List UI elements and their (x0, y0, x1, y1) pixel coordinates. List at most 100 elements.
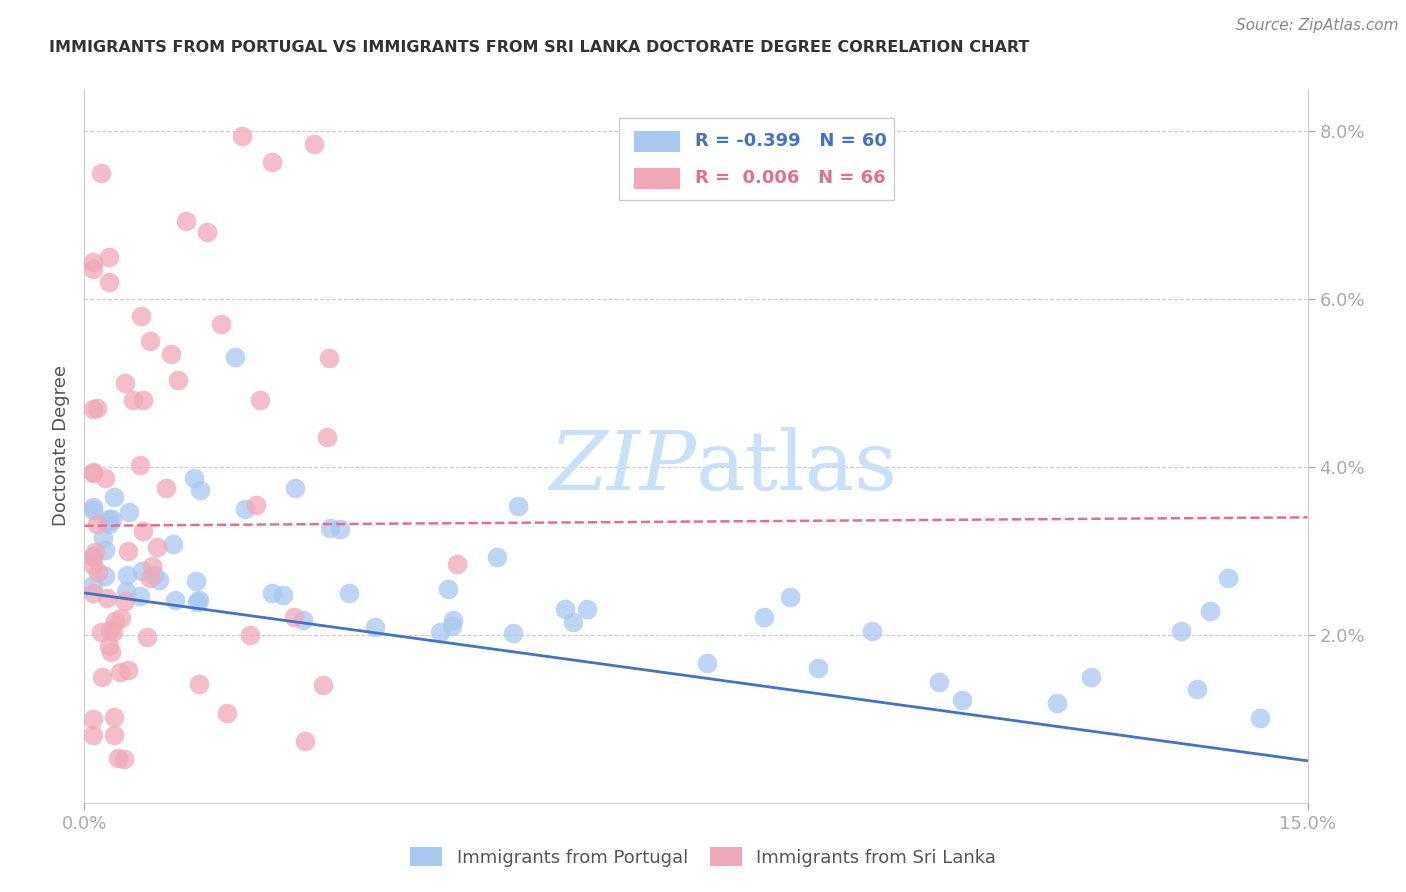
Point (115, 567, 138, 582)
Point (118, 505, 141, 519)
Point (339, 586, 361, 600)
Point (107, 750, 129, 764)
Point (142, 568, 165, 582)
Point (110, 611, 132, 625)
Point (807, 661, 830, 675)
Point (139, 571, 162, 585)
Point (162, 537, 184, 551)
Point (103, 728, 125, 742)
Point (754, 610, 776, 624)
Point (82, 549, 104, 564)
Point (129, 458, 152, 473)
Point (928, 674, 950, 689)
Point (103, 710, 125, 724)
Point (167, 373, 190, 387)
Text: ZIP: ZIP (550, 427, 696, 508)
Point (183, 471, 205, 485)
Point (576, 602, 599, 616)
Point (302, 137, 325, 152)
Point (155, 481, 177, 495)
Point (165, 592, 187, 607)
Point (1216, 571, 1239, 585)
Point (429, 625, 451, 640)
Text: R = -0.399   N = 60: R = -0.399 N = 60 (695, 132, 887, 150)
Point (82, 503, 104, 517)
Point (224, 350, 246, 364)
Point (209, 317, 232, 331)
Point (188, 677, 211, 691)
Point (82, 500, 104, 514)
Point (364, 620, 387, 634)
Point (100, 645, 122, 659)
Point (446, 558, 468, 572)
Point (1198, 604, 1220, 618)
Point (90, 670, 112, 684)
Point (138, 334, 160, 348)
Point (82, 712, 104, 726)
Point (94, 542, 117, 557)
Point (97, 516, 120, 531)
FancyBboxPatch shape (619, 118, 894, 200)
Point (112, 752, 135, 766)
Point (141, 559, 163, 574)
Point (83, 545, 105, 559)
Point (94, 569, 117, 583)
Y-axis label: Doctorate Degree: Doctorate Degree (52, 366, 70, 526)
Point (114, 376, 136, 390)
Point (145, 540, 167, 554)
Point (188, 483, 211, 498)
FancyBboxPatch shape (634, 168, 681, 189)
Point (122, 392, 145, 407)
Point (97, 250, 120, 264)
Point (98, 624, 121, 638)
Point (108, 665, 131, 680)
Point (273, 588, 295, 602)
Point (437, 582, 460, 597)
Point (82, 466, 104, 480)
Point (262, 586, 284, 600)
Point (950, 693, 973, 707)
Point (485, 550, 508, 565)
Point (82, 402, 104, 417)
Point (215, 706, 238, 720)
Point (135, 630, 157, 644)
Point (502, 625, 524, 640)
Point (1170, 624, 1192, 639)
Text: atlas: atlas (696, 427, 898, 508)
Point (441, 613, 464, 627)
Point (132, 524, 155, 538)
Point (100, 512, 122, 526)
Point (131, 392, 153, 407)
Point (98, 512, 121, 526)
Point (117, 663, 139, 677)
Point (249, 392, 271, 407)
Point (86, 401, 108, 416)
Point (860, 624, 883, 639)
Point (174, 214, 197, 228)
Point (129, 589, 152, 603)
Point (97, 275, 120, 289)
Point (101, 625, 124, 640)
Point (696, 656, 718, 670)
Point (231, 129, 253, 144)
Point (294, 733, 316, 747)
Point (87, 565, 110, 579)
Point (82, 261, 104, 276)
Point (506, 500, 529, 514)
Point (86, 516, 108, 531)
Point (291, 613, 314, 627)
Point (235, 502, 257, 516)
Point (82, 578, 104, 592)
Point (283, 610, 305, 624)
Point (131, 309, 153, 323)
Point (440, 619, 463, 633)
Point (91, 531, 114, 545)
Point (104, 614, 127, 628)
Point (159, 347, 181, 361)
Point (284, 481, 307, 495)
Point (187, 592, 209, 607)
Point (1249, 711, 1271, 725)
Point (90, 624, 112, 639)
Point (319, 521, 342, 535)
Point (90, 166, 112, 180)
